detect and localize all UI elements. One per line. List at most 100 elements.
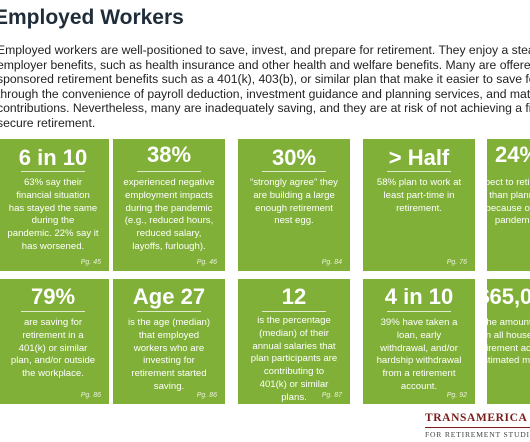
stat-value: Age 27 — [132, 284, 206, 309]
stat-value: 24% — [494, 142, 530, 167]
page-reference: Pg. 86 — [196, 392, 217, 399]
description-line: during the pandemic — [125, 202, 213, 214]
intro-line: secure retirement. — [0, 115, 96, 130]
description-line: enough retirement — [255, 202, 333, 214]
description-line: that employed — [138, 329, 200, 341]
divider — [21, 311, 85, 312]
divider — [137, 171, 201, 172]
stat-value: 79% — [30, 284, 76, 309]
description-line: 401(k) or similar — [259, 378, 329, 390]
intro-line: contributions. Nevertheless, many are in… — [0, 101, 530, 115]
description-line: 39% have taken a — [380, 317, 458, 328]
stat-description: 39% have taken a loan, early withdrawal,… — [367, 317, 471, 394]
divider — [387, 311, 451, 312]
intro-paragraph: Employed workers are well-positioned to … — [0, 43, 530, 130]
stat-description: is the percentage (median) of their annu… — [242, 315, 346, 404]
description-line: plan, and/or outside — [10, 355, 96, 367]
page-reference: Pg. 92 — [446, 392, 467, 399]
description-line: annual salaries that — [252, 340, 336, 352]
stat-tile-6-in-10: 6 in 10 63% say their financial situatio… — [0, 139, 109, 271]
description-line: during the — [31, 215, 75, 227]
stat-description: are saving for retirement in a 401(k) or… — [1, 317, 105, 381]
description-line: plans. — [281, 391, 307, 403]
stat-tile-38-percent: 38% experienced negative employment impa… — [113, 139, 225, 271]
description-line: because of the — [487, 202, 530, 214]
intro-line: employer benefits, such as health insura… — [0, 57, 530, 72]
description-line: nest egg. — [274, 215, 314, 227]
page-reference: Pg. 46 — [196, 259, 217, 266]
description-line: saving. — [153, 380, 185, 392]
description-line: in all household — [487, 329, 530, 341]
description-line: has stayed the same — [8, 202, 98, 214]
stat-tile-age-27: Age 27 is the age (median) that employed… — [113, 279, 225, 404]
description-line: from a retirement — [382, 368, 456, 380]
description-line: “strongly agree” they — [250, 177, 338, 188]
description-line: (estimated median). — [487, 355, 530, 367]
description-line: pandemic. 22% say it — [7, 228, 99, 240]
description-line: pandemic. — [494, 215, 530, 227]
description-line: financial situation — [16, 189, 90, 201]
page-reference: Pg. 86 — [80, 392, 101, 399]
divider — [262, 311, 326, 312]
stat-value: > Half — [388, 145, 450, 170]
intro-line: Employed workers are well-positioned to … — [0, 43, 530, 57]
stat-value: 6 in 10 — [18, 145, 88, 170]
description-line: withdrawal, and/or — [380, 342, 458, 354]
description-line: contributing to — [263, 366, 325, 378]
description-line: retirement in a — [22, 329, 84, 341]
stat-tile-12-percent-salary: 12 is the percentage (median) of their a… — [238, 279, 350, 404]
description-line: retirement accounts — [487, 342, 530, 354]
description-line: 63% say their — [23, 177, 83, 188]
stat-value: $65,000 — [487, 284, 530, 309]
description-line: plan participants are — [250, 353, 338, 365]
description-line: retirement. — [396, 202, 442, 214]
stat-description: “strongly agree” they are building a lar… — [242, 177, 346, 228]
description-line: has worsened. — [21, 240, 85, 252]
description-line: 401(k) or similar — [18, 342, 88, 354]
intro-line: sponsored retirement benefits such as a … — [0, 72, 530, 86]
stat-description: is the age (median) that employed worker… — [117, 317, 221, 394]
description-line: (e.g., reduced hours, — [124, 215, 214, 227]
stat-value: 30% — [271, 145, 317, 170]
stat-description: is the amount saved in all household ret… — [487, 317, 530, 368]
description-line: loan, early — [396, 329, 442, 341]
description-line: investing for — [143, 355, 195, 367]
description-line: than planned — [489, 189, 530, 201]
description-line: employment impacts — [125, 189, 213, 201]
description-line: expect to retire later — [487, 177, 530, 188]
stat-tile-79-percent: 79% are saving for retirement in a 401(k… — [0, 279, 109, 404]
stat-description: 58% plan to work at least part-time in r… — [367, 177, 471, 215]
stat-value: 4 in 10 — [384, 284, 454, 309]
transamerica-logo: TRANSAMERICA CENTER FOR RETIREMENT STUDI… — [413, 410, 530, 442]
description-line: the workplace. — [22, 368, 84, 380]
divider — [262, 171, 326, 172]
divider — [387, 171, 451, 172]
stat-description: 63% say their financial situation has st… — [1, 177, 105, 254]
intro-line: through the convenience of payroll deduc… — [0, 86, 530, 101]
stat-tile-24-percent: 24% expect to retire later than planned … — [487, 139, 530, 271]
description-line: retirement started — [131, 368, 207, 380]
page-title: Employed Workers — [0, 6, 184, 29]
description-line: least part-time in — [383, 189, 455, 201]
stat-description: experienced negative employment impacts … — [117, 177, 221, 254]
logo-name: TRANSAMERICA CENTER — [425, 412, 530, 424]
stat-value: 12 — [281, 284, 307, 309]
description-line: (median) of their — [259, 327, 329, 339]
description-line: hardship withdrawal — [376, 355, 462, 367]
description-line: is the age (median) — [127, 317, 211, 328]
stat-tile-more-than-half: > Half 58% plan to work at least part-ti… — [363, 139, 475, 271]
page-reference: Pg. 84 — [321, 259, 342, 266]
page-reference: Pg. 45 — [80, 259, 101, 266]
stat-value: 38% — [146, 142, 192, 167]
divider — [137, 311, 201, 312]
page-reference: Pg. 87 — [321, 392, 342, 399]
description-line: is the percentage — [257, 315, 331, 326]
logo-divider — [425, 427, 530, 428]
description-line: 58% plan to work at — [376, 177, 462, 188]
description-line: workers who are — [133, 342, 205, 354]
description-line: are saving for — [23, 317, 83, 328]
stat-tile-4-in-10: 4 in 10 39% have taken a loan, early wit… — [363, 279, 475, 404]
divider — [21, 171, 85, 172]
description-line: layoffs, furlough). — [132, 240, 206, 252]
